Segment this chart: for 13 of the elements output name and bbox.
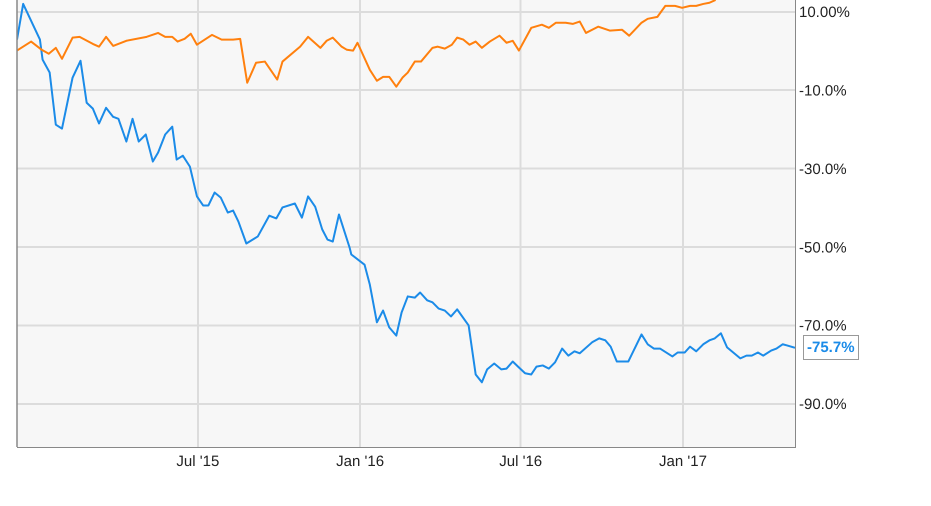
line-series [17,2,795,384]
x-tick-label: Jan '16 [336,453,384,470]
y-tick-label: 10.00% [799,4,850,22]
x-tick-label: Jul '15 [176,453,220,470]
x-tick-label: Jan '17 [659,453,707,470]
y-tick-label: -30.0% [799,160,847,178]
annotation: -75.7% [807,339,855,356]
y-tick-label: -10.0% [799,82,847,100]
x-tick-label: Jul '16 [499,453,542,470]
y-tick-label: -50.0% [799,239,847,256]
line-series [17,0,717,88]
y-tick-label: -70.0% [799,318,847,335]
y-tick-label: -90.0% [799,396,847,414]
